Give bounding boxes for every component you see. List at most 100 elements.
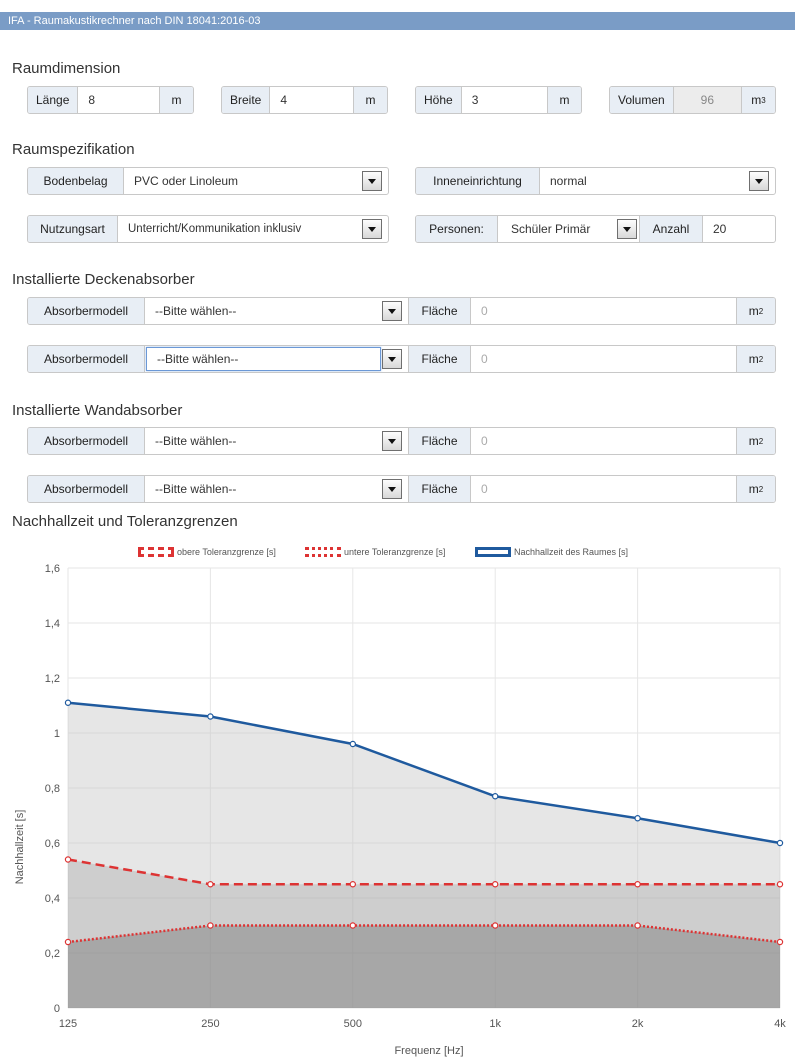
- legend-swatch-obere: [138, 547, 174, 557]
- breite-group: Breite 4 m: [221, 86, 388, 114]
- flaeche-input[interactable]: 0: [481, 352, 488, 366]
- nutzungsart-select[interactable]: Unterricht/Kommunikation inklusiv: [128, 223, 302, 235]
- legend-label-obere: obere Toleranzgrenze [s]: [177, 547, 276, 557]
- y-tick-label: 1: [54, 728, 60, 740]
- y-tick-label: 1,4: [45, 618, 60, 630]
- laenge-unit: m: [159, 87, 193, 113]
- section-title-deckenabsorber: Installierte Deckenabsorber: [12, 271, 195, 288]
- laenge-label: Länge: [28, 87, 79, 113]
- series-area-3: [68, 702, 780, 1008]
- chart-title: Nachhallzeit und Toleranzgrenzen: [12, 513, 238, 530]
- absorbermodell-label: Absorbermodell: [28, 346, 145, 372]
- flaeche-input[interactable]: 0: [481, 434, 488, 448]
- legend-item-obere[interactable]: obere Toleranzgrenze [s]: [138, 547, 276, 557]
- y-tick-label: 1,6: [45, 563, 60, 575]
- legend-item-untere[interactable]: untere Toleranzgrenze [s]: [305, 547, 445, 557]
- nutzungsart-dropdown-button[interactable]: [362, 219, 382, 239]
- breite-input[interactable]: 4: [280, 93, 288, 107]
- bodenbelag-dropdown-button[interactable]: [362, 171, 382, 191]
- flaeche-label: Fläche: [408, 476, 471, 502]
- absorbermodell-dropdown-button[interactable]: [382, 349, 402, 369]
- data-point-series-1: [349, 881, 356, 888]
- absorbermodell-label: Absorbermodell: [28, 298, 145, 324]
- y-tick-label: 0,2: [45, 948, 60, 960]
- personen-label: Personen:: [416, 216, 498, 242]
- chevron-down-icon: [388, 438, 396, 444]
- personen-dropdown-button[interactable]: [617, 219, 637, 239]
- data-point-series-3: [207, 713, 214, 720]
- absorbermodell-select-focused[interactable]: --Bitte wählen--: [146, 347, 381, 371]
- bodenbelag-select[interactable]: PVC oder Linoleum: [134, 174, 239, 188]
- app-title: IFA - Raumakustikrechner nach DIN 18041:…: [8, 15, 261, 27]
- chevron-down-icon: [388, 308, 396, 314]
- data-point-series-2: [776, 938, 784, 946]
- wand-absorber-row-1: Absorbermodell --Bitte wählen-- Fläche 0…: [27, 427, 776, 455]
- series-line-1: [67, 858, 780, 886]
- data-point-series-3: [492, 793, 499, 800]
- absorbermodell-select[interactable]: --Bitte wählen--: [155, 304, 237, 318]
- hoehe-input[interactable]: 3: [471, 93, 479, 107]
- nutzungsart-label: Nutzungsart: [28, 216, 118, 242]
- absorbermodell-dropdown-button[interactable]: [382, 431, 402, 451]
- nutzungsart-group: Nutzungsart Unterricht/Kommunikation ink…: [27, 215, 389, 243]
- hoehe-label: Höhe: [416, 87, 462, 113]
- series-area-1: [68, 859, 780, 1008]
- absorbermodell-dropdown-button[interactable]: [382, 301, 402, 321]
- x-axis-title: Frequenz [Hz]: [394, 1045, 463, 1057]
- chart-lines: [67, 701, 781, 944]
- data-point-series-3: [776, 839, 784, 847]
- section-title-raumspezifikation: Raumspezifikation: [12, 141, 135, 158]
- legend-label-untere: untere Toleranzgrenze [s]: [344, 547, 446, 557]
- y-tick-label: 1,2: [45, 673, 60, 685]
- decke-absorber-row-2: Absorbermodell --Bitte wählen-- Fläche 0…: [27, 345, 776, 373]
- chart-legend: obere Toleranzgrenze [s] untere Toleranz…: [0, 545, 800, 561]
- y-tick-label: 0,6: [45, 838, 60, 850]
- inneneinrichtung-select[interactable]: normal: [550, 174, 587, 188]
- absorbermodell-dropdown-button[interactable]: [382, 479, 402, 499]
- anzahl-label: Anzahl: [639, 216, 703, 242]
- laenge-input[interactable]: 8: [88, 93, 96, 107]
- data-point-series-3: [64, 699, 72, 706]
- chevron-down-icon: [623, 226, 631, 232]
- x-tick-label: 125: [59, 1018, 77, 1030]
- volumen-value: 96: [673, 87, 741, 113]
- breite-label: Breite: [222, 87, 271, 113]
- data-point-series-1: [634, 881, 641, 888]
- bodenbelag-label: Bodenbelag: [28, 168, 124, 194]
- data-point-series-1: [64, 856, 72, 863]
- legend-item-nachhallzeit[interactable]: Nachhallzeit des Raumes [s]: [475, 547, 628, 557]
- personen-select[interactable]: Schüler Primär: [511, 222, 591, 236]
- y-tick-label: 0,8: [45, 783, 60, 795]
- absorbermodell-label: Absorbermodell: [28, 476, 145, 502]
- x-tick-label: 250: [201, 1018, 219, 1030]
- x-tick-label: 500: [344, 1018, 362, 1030]
- y-tick-label: 0,4: [45, 893, 60, 905]
- series-line-3: [67, 701, 781, 845]
- flaeche-input[interactable]: 0: [481, 482, 488, 496]
- chart-tick-labels: 0 0,2 0,4 0,6 0,8 1 1,2 1,4 1,6 125 250 500 1k 2k 4k: [45, 563, 787, 1030]
- x-tick-label: 1k: [489, 1018, 501, 1030]
- absorbermodell-select[interactable]: --Bitte wählen--: [155, 434, 237, 448]
- volumen-label: Volumen: [610, 87, 674, 113]
- anzahl-input[interactable]: 20: [713, 222, 727, 236]
- hoehe-group: Höhe 3 m: [415, 86, 582, 114]
- inneneinrichtung-group: Inneneinrichtung normal: [415, 167, 776, 195]
- inneneinrichtung-dropdown-button[interactable]: [749, 171, 769, 191]
- chevron-down-icon: [368, 226, 376, 232]
- y-tick-label: 0: [54, 1003, 60, 1015]
- bodenbelag-group: Bodenbelag PVC oder Linoleum: [27, 167, 389, 195]
- data-point-series-2: [634, 922, 641, 929]
- chevron-down-icon: [755, 178, 763, 184]
- chevron-down-icon: [388, 356, 396, 362]
- y-axis-title: Nachhallzeit [s]: [14, 810, 26, 885]
- series-line-2: [67, 924, 781, 944]
- flaeche-input[interactable]: 0: [481, 304, 488, 318]
- data-point-series-2: [492, 922, 499, 929]
- x-tick-label: 2k: [632, 1018, 644, 1030]
- series-area-2: [68, 925, 780, 1008]
- wand-absorber-row-2: Absorbermodell --Bitte wählen-- Fläche 0…: [27, 475, 776, 503]
- absorbermodell-select[interactable]: --Bitte wählen--: [155, 482, 237, 496]
